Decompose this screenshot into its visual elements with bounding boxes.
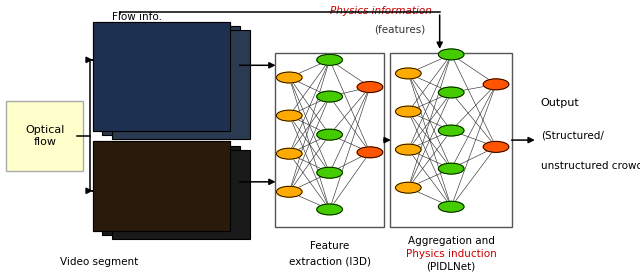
Circle shape — [438, 163, 464, 174]
FancyBboxPatch shape — [93, 22, 230, 131]
Text: Physics induction: Physics induction — [406, 249, 497, 258]
FancyBboxPatch shape — [102, 146, 240, 235]
Circle shape — [438, 125, 464, 136]
Circle shape — [317, 54, 342, 65]
Text: Video segment: Video segment — [60, 257, 138, 267]
Text: unstructured crowd): unstructured crowd) — [541, 161, 640, 171]
FancyBboxPatch shape — [390, 53, 512, 227]
Circle shape — [276, 186, 302, 197]
Circle shape — [276, 148, 302, 159]
Circle shape — [396, 106, 421, 117]
Circle shape — [357, 147, 383, 158]
Circle shape — [396, 68, 421, 79]
FancyBboxPatch shape — [102, 26, 240, 135]
Text: (Structured/: (Structured/ — [541, 131, 604, 141]
Text: Physics information: Physics information — [330, 6, 432, 16]
Text: Feature: Feature — [310, 241, 349, 251]
Circle shape — [317, 129, 342, 140]
Text: (PIDLNet): (PIDLNet) — [427, 261, 476, 271]
Circle shape — [317, 167, 342, 178]
FancyBboxPatch shape — [112, 30, 250, 139]
Circle shape — [438, 49, 464, 60]
FancyBboxPatch shape — [93, 141, 230, 231]
FancyBboxPatch shape — [93, 22, 230, 131]
Circle shape — [317, 91, 342, 102]
FancyBboxPatch shape — [275, 53, 384, 227]
Circle shape — [317, 204, 342, 215]
Circle shape — [276, 110, 302, 121]
Circle shape — [357, 82, 383, 92]
Circle shape — [276, 72, 302, 83]
Circle shape — [483, 141, 509, 152]
Circle shape — [396, 182, 421, 193]
FancyBboxPatch shape — [6, 101, 83, 171]
Circle shape — [396, 144, 421, 155]
Text: Optical
flow: Optical flow — [25, 125, 65, 147]
Text: Output: Output — [541, 98, 580, 108]
FancyBboxPatch shape — [112, 150, 250, 239]
Text: Aggregation and: Aggregation and — [408, 236, 495, 246]
Text: extraction (I3D): extraction (I3D) — [289, 256, 371, 266]
Circle shape — [438, 87, 464, 98]
Circle shape — [438, 201, 464, 212]
FancyBboxPatch shape — [93, 141, 230, 231]
Text: (features): (features) — [374, 25, 426, 35]
Circle shape — [483, 79, 509, 90]
Text: Flow info.: Flow info. — [112, 12, 162, 22]
